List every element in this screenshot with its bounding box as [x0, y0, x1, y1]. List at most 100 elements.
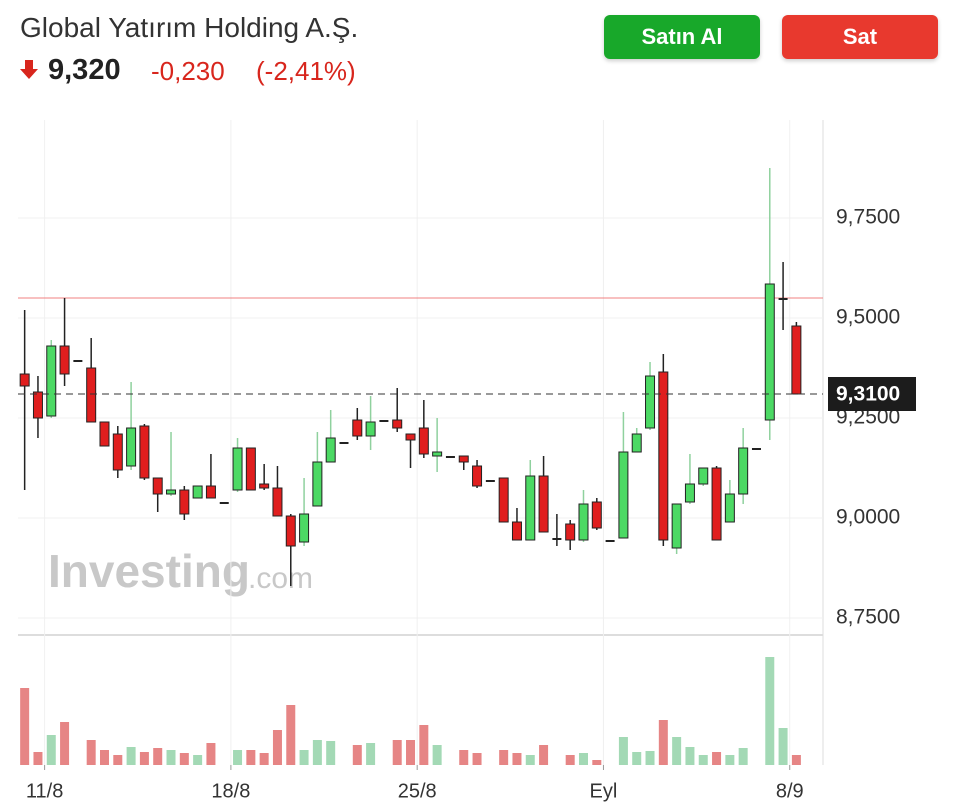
- y-tick-label: 9,7500: [836, 206, 900, 229]
- candle-body: [658, 371, 669, 541]
- candle-body: [565, 523, 576, 541]
- volume-bar: [778, 728, 788, 765]
- volume-bar: [565, 755, 575, 765]
- candle-body: [379, 420, 389, 422]
- candle-body: [126, 427, 137, 467]
- candle-body: [645, 375, 656, 429]
- volume-bar: [459, 750, 469, 765]
- candle-body: [285, 515, 296, 547]
- candle-body: [791, 325, 802, 395]
- last-price-label: 9,3100: [836, 383, 900, 406]
- candle-body: [259, 483, 270, 489]
- volume-bar: [392, 740, 402, 765]
- volume-bar: [685, 747, 695, 765]
- x-tick-label: 25/8: [398, 780, 437, 802]
- candle-body: [764, 283, 775, 421]
- candle-body: [698, 467, 709, 485]
- candle-body: [272, 487, 283, 517]
- header: Global Yatırım Holding A.Ş. 9,320 -0,230…: [0, 0, 960, 100]
- candle-body: [578, 503, 589, 541]
- candle-body: [179, 489, 190, 515]
- watermark: Investing: [48, 545, 250, 597]
- candle-body: [73, 360, 83, 362]
- y-tick-label: 8,7500: [836, 606, 900, 629]
- candle-body: [445, 456, 455, 458]
- volume-bar: [738, 748, 748, 765]
- candle-body: [19, 373, 30, 387]
- volume-bar: [525, 755, 535, 765]
- candle-body: [458, 455, 469, 463]
- volume-bar: [366, 743, 376, 765]
- down-arrow: [20, 60, 38, 79]
- volume-bar: [712, 752, 722, 765]
- volume-bar: [299, 750, 309, 765]
- volume-bar: [765, 657, 775, 765]
- volume-bar: [153, 748, 163, 765]
- volume-bar: [259, 753, 269, 765]
- volume-bar: [632, 752, 642, 765]
- candle-body: [299, 513, 310, 543]
- change: -0,230: [151, 56, 225, 86]
- volume-bar: [272, 730, 282, 765]
- candle-body: [59, 345, 70, 375]
- candle-body: [538, 475, 549, 533]
- candle-body: [365, 421, 376, 437]
- y-tick-label: 9,2500: [836, 406, 900, 429]
- volume-bar: [20, 688, 30, 765]
- watermark-suffix: .com: [248, 562, 313, 595]
- candle-body: [112, 433, 123, 471]
- candle-body: [245, 447, 256, 491]
- candle-body: [312, 461, 323, 507]
- candle-body: [684, 483, 695, 503]
- candle-body: [418, 427, 429, 455]
- y-tick-label: 9,0000: [836, 506, 900, 529]
- volume-bar: [618, 737, 628, 765]
- volume-bar: [432, 745, 442, 765]
- candle-body: [591, 501, 602, 529]
- candle-body: [219, 502, 229, 504]
- candle-body: [325, 437, 336, 463]
- volume-bar: [286, 705, 296, 765]
- volume-bar: [698, 755, 708, 765]
- volume-bar: [658, 720, 668, 765]
- candle-body: [618, 451, 629, 539]
- buy-button[interactable]: Satın Al: [604, 15, 760, 59]
- change-percent: (-2,41%): [256, 56, 356, 86]
- volume-bar: [166, 750, 176, 765]
- candle-body: [339, 442, 349, 444]
- candle-body: [166, 489, 177, 495]
- volume-bar: [113, 755, 123, 765]
- volume-bar: [60, 722, 70, 765]
- volume-bar: [406, 740, 416, 765]
- volume-bar: [246, 750, 256, 765]
- volume-bar: [578, 753, 588, 765]
- volume-bar: [179, 753, 189, 765]
- volume-bar: [472, 753, 482, 765]
- candle-body: [99, 421, 110, 447]
- candle-body: [485, 480, 495, 482]
- price: 9,320: [48, 54, 121, 86]
- x-tick-label: 11/8: [26, 780, 63, 802]
- volume-bar: [126, 747, 136, 765]
- candle-body: [525, 475, 536, 541]
- sell-button[interactable]: Sat: [782, 15, 938, 59]
- volume-bar: [725, 755, 735, 765]
- volume-bar: [512, 753, 522, 765]
- candle-body: [711, 467, 722, 541]
- y-tick-label: 9,5000: [836, 306, 900, 329]
- volume-bar: [326, 741, 336, 765]
- candle-body: [352, 419, 363, 437]
- volume-bar: [139, 752, 149, 765]
- volume-bar: [645, 751, 655, 765]
- volume-bar: [33, 752, 43, 765]
- candle-body: [631, 433, 642, 453]
- volume-bar: [99, 750, 109, 765]
- x-tick-label: 18/8: [211, 780, 250, 802]
- candle-body: [778, 298, 788, 300]
- candle-body: [86, 367, 97, 423]
- volume-bar: [193, 755, 203, 765]
- volume-bar: [419, 725, 429, 765]
- candle-body: [724, 493, 735, 523]
